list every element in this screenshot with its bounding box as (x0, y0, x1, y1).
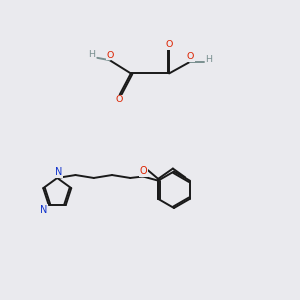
Text: O: O (116, 95, 123, 104)
Text: N: N (40, 205, 48, 214)
Text: H: H (206, 56, 212, 64)
Text: O: O (166, 40, 173, 49)
Text: O: O (140, 167, 148, 176)
Text: O: O (187, 52, 194, 62)
Text: H: H (88, 50, 95, 59)
Text: O: O (106, 51, 114, 60)
Text: N: N (55, 167, 62, 177)
